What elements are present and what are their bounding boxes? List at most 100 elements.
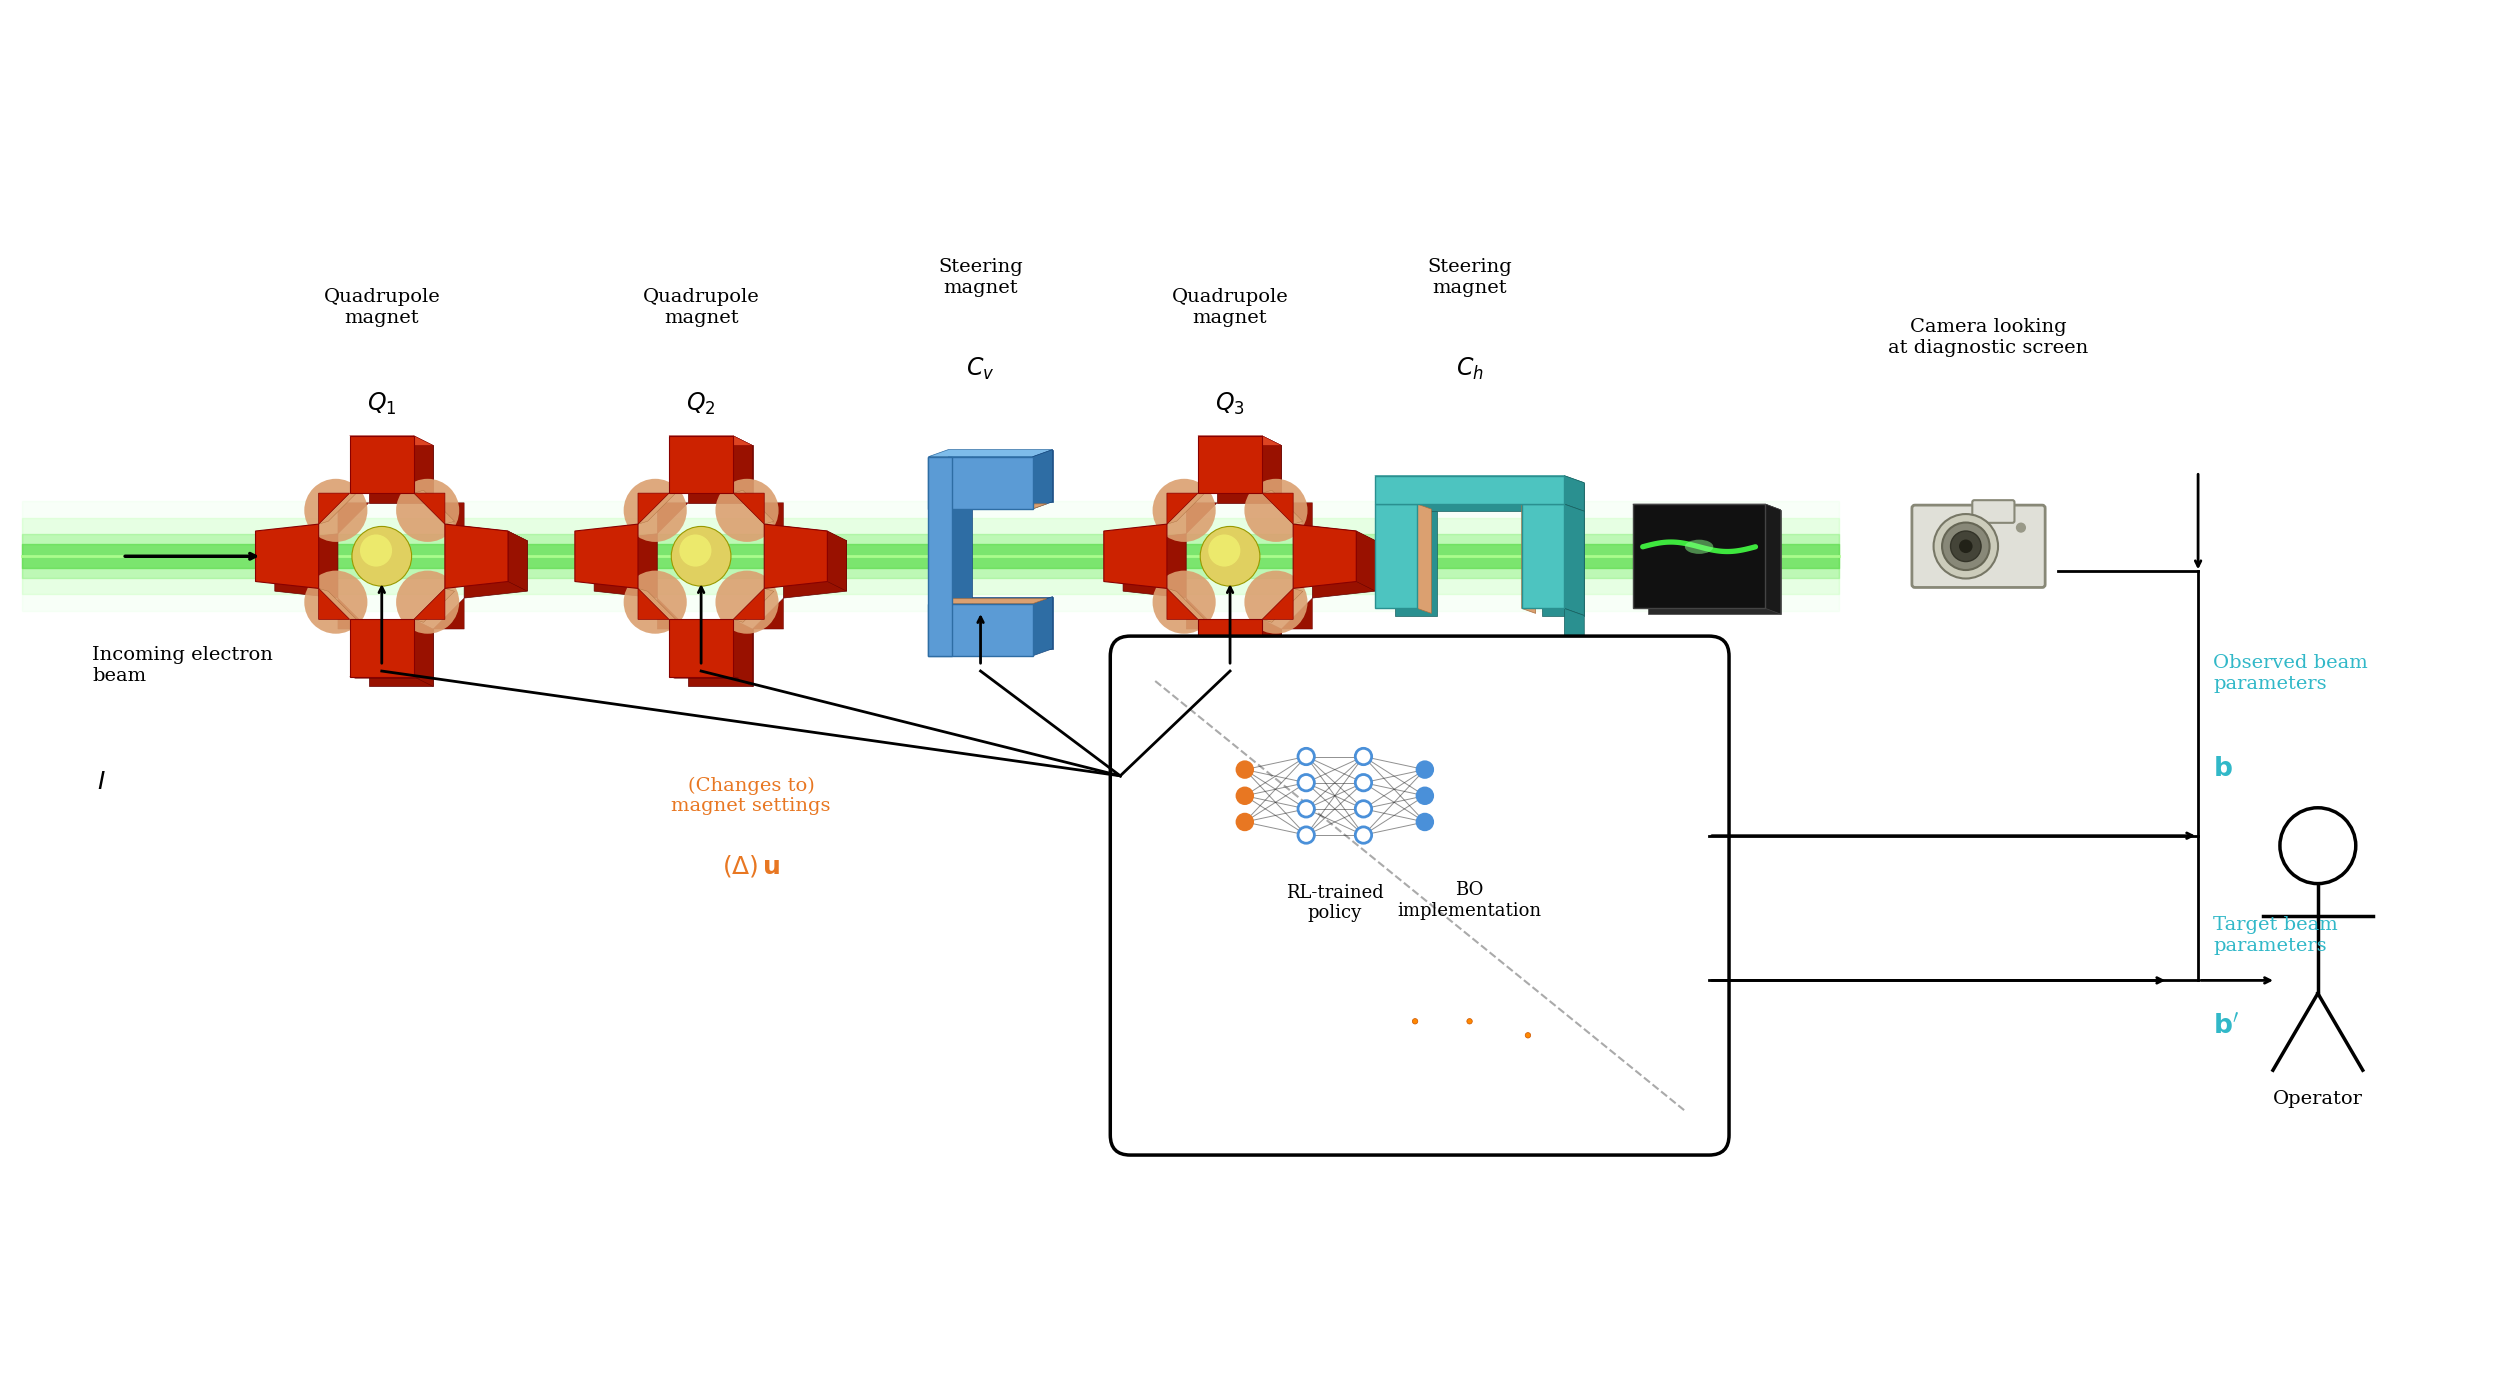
Polygon shape bbox=[446, 524, 526, 541]
Polygon shape bbox=[927, 599, 1048, 604]
Polygon shape bbox=[413, 493, 446, 524]
Polygon shape bbox=[784, 534, 847, 599]
Polygon shape bbox=[734, 493, 764, 524]
Polygon shape bbox=[1564, 504, 1584, 615]
Text: Incoming electron
beam: Incoming electron beam bbox=[93, 647, 273, 685]
Polygon shape bbox=[734, 490, 774, 524]
Circle shape bbox=[1960, 539, 1972, 553]
Circle shape bbox=[1298, 775, 1313, 791]
Polygon shape bbox=[1263, 589, 1303, 622]
Polygon shape bbox=[276, 534, 338, 599]
FancyBboxPatch shape bbox=[1110, 636, 1729, 1154]
Polygon shape bbox=[752, 502, 784, 534]
Text: Quadrupole
magnet: Quadrupole magnet bbox=[323, 288, 441, 326]
Circle shape bbox=[1298, 801, 1313, 817]
Polygon shape bbox=[1376, 476, 1564, 504]
Polygon shape bbox=[1032, 597, 1053, 656]
Text: Observed beam
parameters: Observed beam parameters bbox=[2213, 654, 2368, 694]
Text: Quadrupole
magnet: Quadrupole magnet bbox=[1173, 288, 1288, 326]
Circle shape bbox=[1942, 523, 1990, 570]
Ellipse shape bbox=[679, 534, 712, 567]
Polygon shape bbox=[1263, 619, 1281, 687]
Polygon shape bbox=[1281, 599, 1313, 629]
Polygon shape bbox=[1263, 436, 1281, 502]
Circle shape bbox=[1413, 1018, 1418, 1024]
Ellipse shape bbox=[624, 479, 687, 542]
Polygon shape bbox=[318, 589, 351, 619]
Polygon shape bbox=[1185, 599, 1218, 629]
Polygon shape bbox=[1263, 490, 1303, 524]
Polygon shape bbox=[1376, 504, 1418, 608]
Text: $(\Delta)\,\mathbf{u}$: $(\Delta)\,\mathbf{u}$ bbox=[722, 853, 779, 879]
Circle shape bbox=[1466, 1018, 1474, 1024]
Polygon shape bbox=[413, 589, 454, 622]
Polygon shape bbox=[639, 490, 679, 524]
Ellipse shape bbox=[361, 534, 391, 567]
Polygon shape bbox=[927, 604, 1032, 656]
Polygon shape bbox=[368, 629, 434, 687]
Polygon shape bbox=[927, 457, 952, 656]
Polygon shape bbox=[1293, 524, 1356, 589]
Polygon shape bbox=[1649, 510, 1782, 614]
Polygon shape bbox=[1263, 493, 1293, 524]
Polygon shape bbox=[574, 524, 639, 589]
Ellipse shape bbox=[624, 571, 687, 634]
Text: $C_v$: $C_v$ bbox=[967, 355, 995, 381]
Polygon shape bbox=[1198, 436, 1281, 446]
Polygon shape bbox=[318, 493, 351, 524]
Polygon shape bbox=[689, 629, 752, 687]
Polygon shape bbox=[827, 531, 847, 592]
Polygon shape bbox=[1634, 504, 1782, 510]
Polygon shape bbox=[1396, 483, 1584, 512]
Circle shape bbox=[1356, 775, 1371, 791]
Ellipse shape bbox=[303, 571, 368, 634]
Polygon shape bbox=[351, 436, 413, 493]
Polygon shape bbox=[657, 599, 689, 629]
Polygon shape bbox=[1521, 504, 1564, 608]
Ellipse shape bbox=[396, 479, 459, 542]
Polygon shape bbox=[318, 589, 358, 622]
Circle shape bbox=[1416, 761, 1433, 777]
Polygon shape bbox=[1218, 446, 1281, 502]
Polygon shape bbox=[338, 502, 368, 534]
Polygon shape bbox=[927, 504, 1048, 509]
Circle shape bbox=[1416, 813, 1433, 830]
Circle shape bbox=[1235, 787, 1253, 804]
Text: Camera looking
at diagnostic screen: Camera looking at diagnostic screen bbox=[1890, 318, 2087, 356]
Circle shape bbox=[1950, 531, 1982, 561]
FancyBboxPatch shape bbox=[1912, 505, 2045, 588]
Polygon shape bbox=[927, 457, 1032, 509]
Polygon shape bbox=[413, 589, 446, 619]
Polygon shape bbox=[1168, 490, 1208, 524]
Polygon shape bbox=[1103, 524, 1168, 589]
Polygon shape bbox=[338, 599, 368, 629]
Polygon shape bbox=[351, 436, 434, 446]
Polygon shape bbox=[594, 534, 657, 599]
Text: (Changes to)
magnet settings: (Changes to) magnet settings bbox=[672, 776, 832, 816]
Ellipse shape bbox=[714, 479, 779, 542]
Text: Steering
magnet: Steering magnet bbox=[937, 257, 1022, 297]
Polygon shape bbox=[1521, 504, 1536, 614]
Polygon shape bbox=[752, 599, 784, 629]
Text: $Q_2$: $Q_2$ bbox=[687, 391, 717, 417]
Polygon shape bbox=[927, 450, 1053, 457]
Polygon shape bbox=[639, 493, 669, 524]
Polygon shape bbox=[1541, 512, 1584, 615]
Polygon shape bbox=[1263, 589, 1293, 619]
Ellipse shape bbox=[1516, 1020, 1541, 1051]
Polygon shape bbox=[446, 524, 509, 589]
Polygon shape bbox=[368, 446, 434, 502]
Polygon shape bbox=[669, 436, 752, 446]
Circle shape bbox=[1298, 749, 1313, 765]
Ellipse shape bbox=[351, 527, 411, 586]
Polygon shape bbox=[639, 589, 669, 619]
Circle shape bbox=[1235, 761, 1253, 777]
Polygon shape bbox=[413, 436, 434, 502]
Polygon shape bbox=[509, 531, 526, 592]
Polygon shape bbox=[1396, 512, 1438, 615]
Polygon shape bbox=[1293, 524, 1376, 541]
Text: Steering
magnet: Steering magnet bbox=[1428, 257, 1511, 297]
Polygon shape bbox=[947, 450, 1053, 502]
Circle shape bbox=[1356, 801, 1371, 817]
Polygon shape bbox=[734, 589, 774, 622]
